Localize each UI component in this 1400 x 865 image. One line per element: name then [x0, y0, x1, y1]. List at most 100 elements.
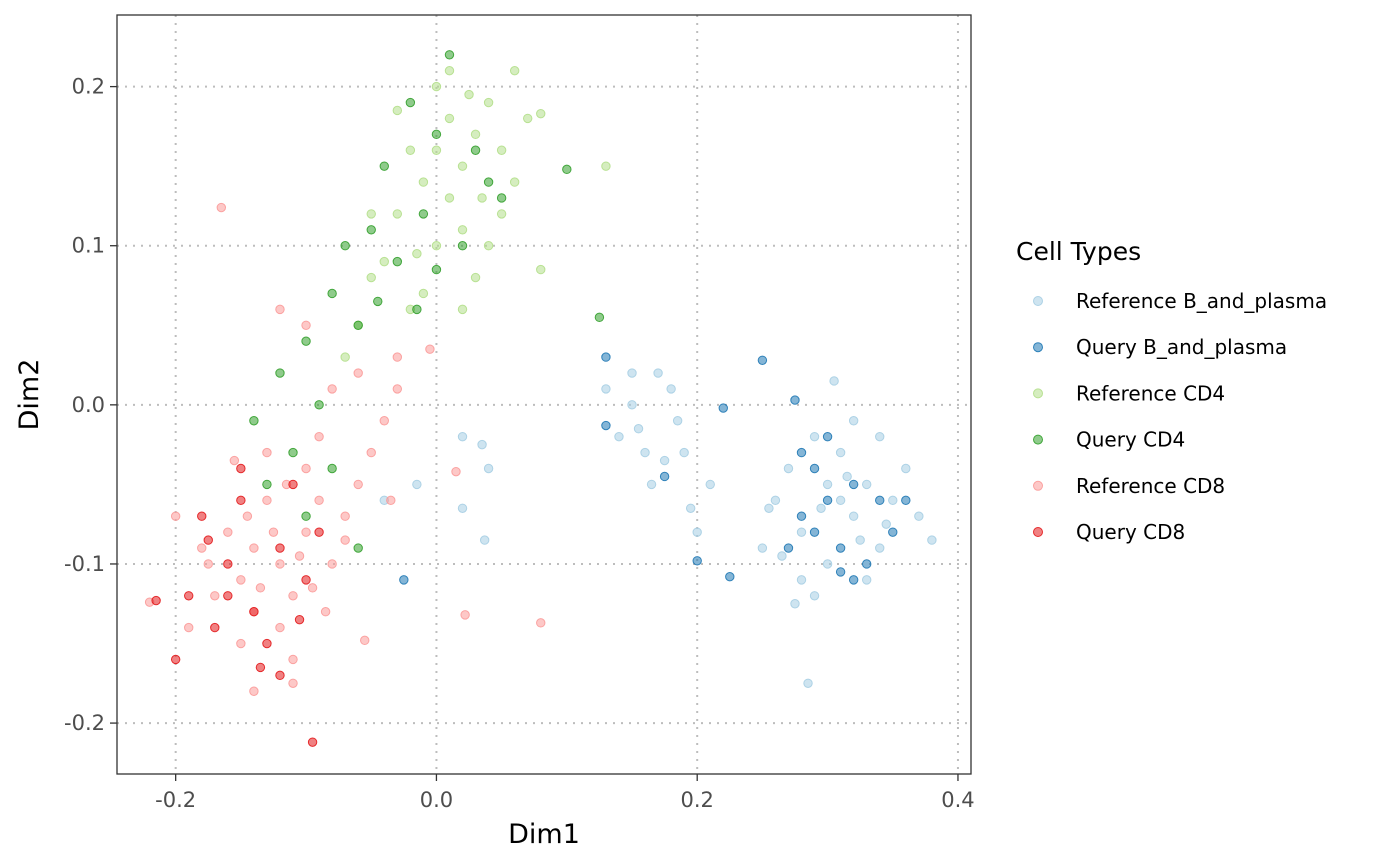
data-point [262, 479, 272, 490]
data-point [249, 416, 259, 426]
data-point [848, 575, 859, 585]
data-point [418, 288, 429, 299]
data-point [470, 129, 481, 140]
data-point [685, 503, 696, 513]
data-point [444, 65, 455, 76]
data-point [796, 447, 807, 458]
data-point [725, 571, 735, 582]
data-point [764, 503, 774, 513]
legend-swatch [1033, 434, 1043, 445]
data-point [842, 471, 852, 482]
data-point [848, 416, 859, 426]
data-point [536, 618, 546, 628]
data-point [249, 606, 259, 617]
y-tick-label: -0.1 [64, 552, 105, 576]
legend-label: Query B_and_plasma [1076, 335, 1287, 359]
data-point [835, 495, 846, 506]
data-point [672, 416, 683, 426]
data-point [294, 614, 305, 625]
data-point [184, 622, 194, 633]
data-point [822, 479, 833, 490]
data-point [288, 591, 298, 601]
data-point [457, 241, 468, 251]
data-point [425, 344, 435, 354]
data-point [379, 416, 389, 426]
data-point [360, 635, 370, 646]
data-points [144, 50, 937, 747]
data-point [796, 527, 807, 537]
x-axis-title: Dim1 [508, 819, 580, 850]
data-point [783, 463, 794, 474]
data-point [496, 209, 507, 219]
data-point [288, 678, 298, 689]
data-point [392, 352, 403, 362]
data-point [835, 447, 846, 458]
x-tick-label: 0.4 [941, 788, 974, 812]
data-point [223, 559, 233, 569]
plot-panel-border [116, 14, 972, 775]
data-point [197, 511, 207, 521]
data-point [901, 463, 911, 474]
data-point [536, 264, 546, 275]
data-point [262, 495, 272, 506]
legend-swatch [1033, 388, 1043, 399]
data-point [418, 177, 429, 187]
data-point [822, 495, 833, 506]
data-point [692, 556, 702, 566]
data-point [405, 145, 416, 155]
data-point [855, 535, 865, 545]
data-point [470, 145, 481, 155]
data-point [483, 97, 494, 108]
data-point [262, 638, 272, 649]
data-point [379, 256, 389, 267]
data-point [927, 535, 937, 545]
data-point [366, 209, 376, 219]
y-tick-label: -0.2 [64, 711, 105, 735]
data-point [470, 272, 481, 283]
y-axis-title: Dim2 [14, 359, 45, 431]
legend-label: Query CD8 [1076, 520, 1185, 544]
data-point [796, 575, 807, 585]
data-point [431, 145, 442, 155]
data-point [444, 193, 455, 203]
data-point [718, 403, 728, 413]
data-point [451, 466, 461, 477]
data-point [848, 479, 859, 490]
data-point [536, 108, 546, 119]
y-tick-label: 0.1 [72, 234, 105, 258]
data-point [835, 543, 846, 553]
y-tick-label: 0.2 [72, 75, 105, 99]
data-point [457, 431, 468, 442]
data-point [242, 511, 253, 521]
data-point [268, 527, 279, 537]
legend-title: Cell Types [1016, 237, 1141, 266]
data-point [275, 304, 285, 315]
data-point [790, 599, 800, 609]
data-point [790, 395, 800, 405]
data-point [875, 543, 885, 553]
data-point [431, 264, 442, 275]
data-point [809, 463, 820, 474]
data-point [457, 503, 468, 513]
data-point [679, 447, 689, 458]
data-point [249, 543, 259, 553]
data-point [294, 551, 305, 561]
data-point [770, 495, 781, 506]
data-point [509, 65, 520, 76]
data-point [431, 81, 442, 92]
data-point [275, 543, 285, 553]
data-point [477, 439, 487, 450]
legend-item: Query CD8 [1033, 520, 1185, 544]
data-point [483, 177, 494, 187]
data-point [777, 551, 787, 561]
data-point [829, 376, 839, 386]
data-point [653, 368, 663, 378]
data-point [633, 424, 644, 434]
data-point [320, 606, 331, 617]
legend-item: Reference CD4 [1033, 381, 1225, 405]
y-tick-label: 0.0 [72, 393, 105, 417]
data-point [627, 368, 637, 378]
legend-label: Reference CD4 [1076, 381, 1225, 405]
data-point [216, 202, 227, 213]
data-point [301, 336, 311, 346]
